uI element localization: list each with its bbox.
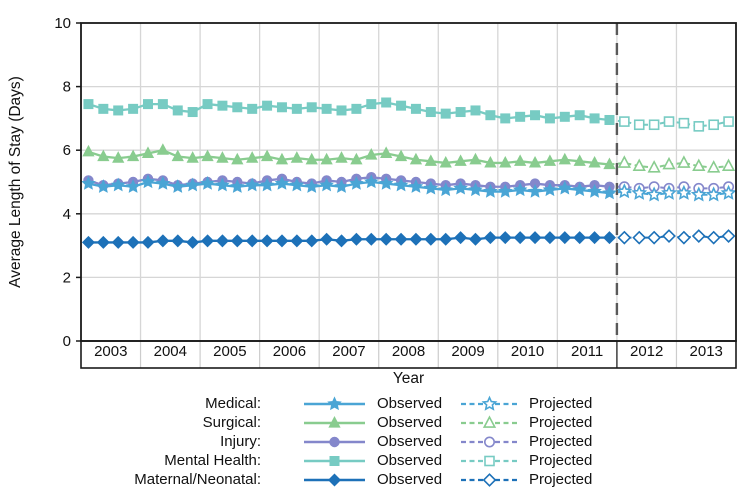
mental-health-square-icon (304, 455, 365, 466)
series-mental-health-projected (609, 116, 734, 132)
legend-row-surgical: Surgical: Observed Projected (0, 413, 750, 432)
series-mental-health-observed (83, 97, 615, 125)
x-tick-label-2003: 2003 (94, 343, 127, 360)
legend-projected-label-injury: Projected (529, 433, 593, 450)
medical-open-star-icon (461, 395, 518, 411)
legend-projected-label-medical: Projected (529, 395, 593, 412)
maternal-neonatal-open-diamond-icon (461, 472, 518, 487)
series-medical-observed (81, 174, 617, 200)
surgical-open-triangle-icon (461, 414, 518, 428)
surgical-triangle-icon (304, 415, 365, 428)
legend-observed-label-medical: Observed (377, 395, 443, 412)
legend-label-mental-health: Mental Health: (164, 452, 261, 469)
legend-row-maternal-neonatal: Maternal/Neonatal: Observed Projected (0, 470, 750, 489)
medical-star-icon (304, 395, 365, 410)
series-maternal-neonatal-projected (609, 229, 736, 245)
series-surgical-projected (609, 155, 736, 173)
x-tick-label-2007: 2007 (332, 343, 365, 360)
legend-observed-label-injury: Observed (377, 433, 443, 450)
x-axis-title: Year (393, 370, 424, 387)
series-medical-projected (609, 183, 737, 202)
plot-frame (80, 22, 737, 369)
legend-row-mental-health: Mental Health: Observed Projected (0, 451, 750, 470)
x-tick-label-2009: 2009 (451, 343, 484, 360)
x-tick-label-2010: 2010 (511, 343, 544, 360)
x-tick-label-2011: 2011 (571, 343, 603, 360)
x-axis-year-band: 2003 2004 2005 2006 2007 2008 2009 2010 2011 2012… (94, 341, 723, 368)
legend-label-medical: Medical: (205, 395, 261, 412)
maternal-neonatal-diamond-icon (304, 472, 365, 487)
legend-projected-label-surgical: Projected (529, 414, 593, 431)
x-tick-label-2005: 2005 (213, 343, 246, 360)
y-tick-label-8: 8 (63, 79, 71, 96)
y-tick-label-4: 4 (63, 206, 71, 223)
injury-circle-icon (304, 436, 365, 447)
y-axis-title: Average Length of Stay (Days) (7, 76, 24, 288)
legend-label-injury: Injury: (220, 433, 261, 450)
y-tick-label-2: 2 (63, 269, 71, 286)
legend-projected-label-maternal-neonatal: Projected (529, 471, 593, 488)
injury-open-circle-icon (461, 436, 518, 447)
legend-projected-label-mental-health: Projected (529, 452, 593, 469)
x-tick-label-2006: 2006 (273, 343, 306, 360)
legend-label-maternal-neonatal: Maternal/Neonatal: (134, 471, 261, 488)
legend-row-medical: Medical: Observed Projected (0, 394, 750, 413)
legend-observed-label-maternal-neonatal: Observed (377, 471, 443, 488)
y-tick-label-0: 0 (63, 333, 71, 350)
x-tick-label-2008: 2008 (392, 343, 425, 360)
y-tick-label-10: 10 (54, 15, 71, 32)
legend-observed-label-surgical: Observed (377, 414, 443, 431)
series-layer (81, 97, 737, 249)
y-axis: 0 2 4 6 8 10 (54, 15, 81, 350)
series-maternal-neonatal-observed (81, 231, 616, 249)
line-chart: 2003 2004 2005 2006 2007 2008 2009 2010 2011 2012… (7, 15, 737, 387)
legend-label-surgical: Surgical: (202, 414, 261, 431)
mental-health-open-square-icon (461, 455, 518, 466)
series-surgical-observed (82, 143, 616, 170)
legend-row-injury: Injury: Observed Projected (0, 432, 750, 451)
x-tick-label-2013: 2013 (690, 343, 723, 360)
chart-legend: Medical: Observed Projected Surgical: Observ… (0, 394, 750, 489)
x-tick-label-2012: 2012 (630, 343, 663, 360)
x-tick-label-2004: 2004 (154, 343, 187, 360)
legend-observed-label-mental-health: Observed (377, 452, 443, 469)
y-tick-label-6: 6 (63, 142, 71, 159)
